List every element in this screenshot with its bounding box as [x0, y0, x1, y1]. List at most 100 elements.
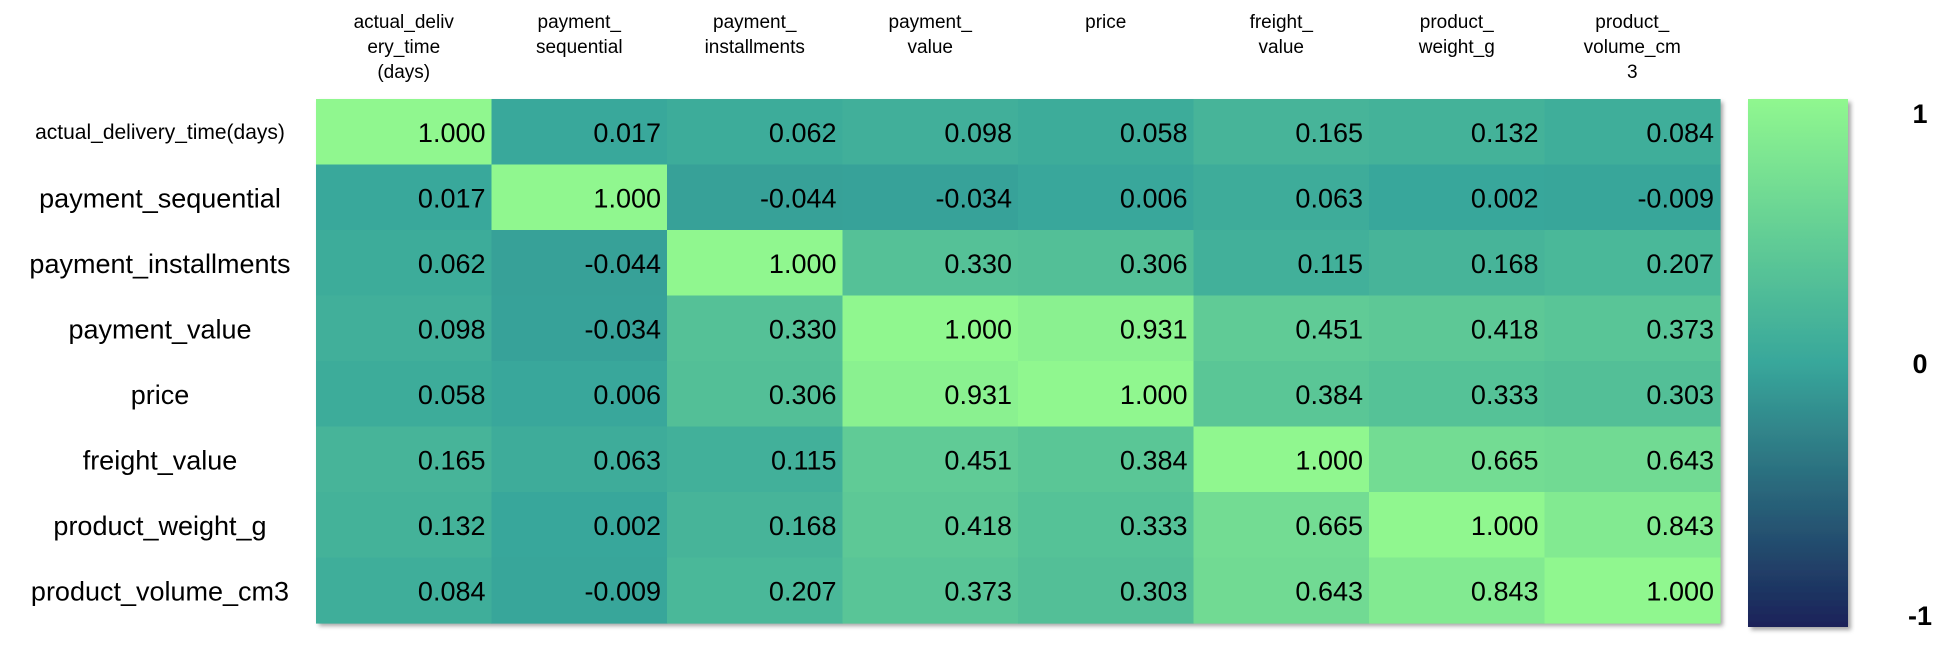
cell-value-label: 0.062 — [418, 249, 486, 279]
cell-value-label: 0.384 — [1120, 445, 1188, 475]
heatmap-cell — [667, 426, 844, 493]
column-label: payment_ installments — [705, 12, 805, 58]
cell-value-label: 0.207 — [769, 576, 837, 606]
column-label-line: price — [1085, 12, 1126, 33]
heatmap-cell — [316, 557, 493, 624]
heatmap-cell — [1544, 230, 1721, 297]
cell-value-label: 1.000 — [944, 314, 1012, 344]
heatmap-cell — [842, 426, 1019, 493]
cell-value-label: 0.451 — [944, 445, 1012, 475]
column-label-line: product_ — [1595, 12, 1669, 33]
heatmap-cell — [842, 230, 1019, 297]
cell-value-label: 0.418 — [1471, 314, 1539, 344]
cell-value-label: 0.063 — [593, 445, 661, 475]
heatmap-cell — [316, 295, 493, 362]
heatmap-cell — [1193, 361, 1370, 428]
colorbar-tick-label: -1 — [1908, 601, 1932, 631]
cell-value-label: 1.000 — [769, 249, 837, 279]
cell-value-label: 0.002 — [593, 511, 661, 541]
heatmap-cell — [667, 164, 844, 231]
cell-value-label: -0.009 — [584, 576, 661, 606]
cell-value-label: 0.330 — [944, 249, 1012, 279]
cell-value-label: -0.044 — [760, 183, 837, 213]
heatmap-cell — [491, 164, 668, 231]
heatmap-cell — [1193, 557, 1370, 624]
cell-value-label: 0.931 — [944, 380, 1012, 410]
cell-value-label: 0.165 — [418, 445, 486, 475]
column-label: payment_ sequential — [536, 12, 623, 58]
cell-value-label: 0.063 — [1295, 183, 1363, 213]
heatmap-cell — [842, 492, 1019, 559]
heatmap-cell — [1544, 295, 1721, 362]
column-label-line: sequential — [536, 37, 623, 58]
heatmap-cell — [316, 361, 493, 428]
column-label-line: value — [908, 37, 953, 58]
heatmap-cell — [491, 361, 668, 428]
column-label-line: value — [1259, 37, 1304, 58]
heatmap-cell — [491, 230, 668, 297]
heatmap-cell — [316, 492, 493, 559]
heatmap-cell — [842, 557, 1019, 624]
cell-value-label: 0.115 — [771, 445, 837, 475]
heatmap-cell — [1544, 164, 1721, 231]
heatmap-cell — [1369, 426, 1546, 493]
cell-value-label: 0.098 — [944, 118, 1012, 148]
cell-value-label: 0.303 — [1120, 576, 1188, 606]
column-label-line: (days) — [377, 62, 430, 83]
row-label: actual_delivery_time(days) — [35, 121, 285, 144]
column-label-line: product_ — [1420, 12, 1494, 33]
cell-value-label: -0.034 — [584, 314, 661, 344]
cell-value-label: 0.665 — [1471, 445, 1539, 475]
heatmap-cell — [1018, 295, 1195, 362]
column-label-line: actual_deliv — [354, 12, 455, 33]
cell-value-label: 0.373 — [944, 576, 1012, 606]
row-label: payment_installments — [29, 249, 290, 279]
cell-value-label: 0.017 — [418, 183, 486, 213]
cell-value-label: 0.330 — [769, 314, 837, 344]
heatmap-cell — [1369, 361, 1546, 428]
cell-value-label: -0.044 — [584, 249, 661, 279]
cell-value-label: 0.306 — [1120, 249, 1188, 279]
heatmap-cell — [1018, 492, 1195, 559]
cell-value-label: 1.000 — [1646, 576, 1714, 606]
cell-value-label: 1.000 — [1120, 380, 1188, 410]
heatmap-grid — [316, 99, 1721, 624]
column-label-line: ery_time — [367, 37, 440, 58]
cell-value-label: 0.418 — [944, 511, 1012, 541]
column-label-line: payment_ — [538, 12, 622, 33]
heatmap-cell — [842, 99, 1019, 166]
cell-value-label: 0.062 — [769, 118, 837, 148]
heatmap-cell — [316, 164, 493, 231]
heatmap-cell — [316, 426, 493, 493]
cell-value-label: 1.000 — [1471, 511, 1539, 541]
heatmap-cell — [1018, 99, 1195, 166]
row-label: freight_value — [83, 445, 238, 475]
cell-value-label: 0.303 — [1646, 380, 1714, 410]
cell-value-label: 0.207 — [1646, 249, 1714, 279]
cell-value-label: 0.931 — [1120, 314, 1188, 344]
heatmap-cell — [1018, 230, 1195, 297]
cell-value-label: 0.333 — [1120, 511, 1188, 541]
column-label-line: freight_ — [1250, 12, 1314, 33]
cell-value-label: 0.132 — [1471, 118, 1539, 148]
cell-value-label: 0.168 — [1471, 249, 1539, 279]
heatmap-cell — [491, 99, 668, 166]
heatmap-cell — [316, 99, 493, 166]
heatmap-cell — [491, 426, 668, 493]
cell-value-label: 0.643 — [1646, 445, 1714, 475]
column-label-line: volume_cm — [1584, 37, 1681, 58]
heatmap-cell — [1018, 361, 1195, 428]
column-label: actual_deliv ery_time (days) — [354, 12, 455, 83]
row-label: product_weight_g — [53, 511, 266, 541]
heatmap-cell — [1369, 557, 1546, 624]
cell-value-label: 0.384 — [1295, 380, 1363, 410]
colorbar: 1 0 -1 — [1748, 99, 1932, 631]
heatmap-cell — [1544, 492, 1721, 559]
heatmap-cell — [491, 492, 668, 559]
cell-value-label: 0.333 — [1471, 380, 1539, 410]
cell-value-label: 0.058 — [418, 380, 486, 410]
cell-value-label: 0.843 — [1471, 576, 1539, 606]
row-label: payment_value — [68, 314, 251, 344]
cell-value-label: 0.115 — [1297, 249, 1363, 279]
